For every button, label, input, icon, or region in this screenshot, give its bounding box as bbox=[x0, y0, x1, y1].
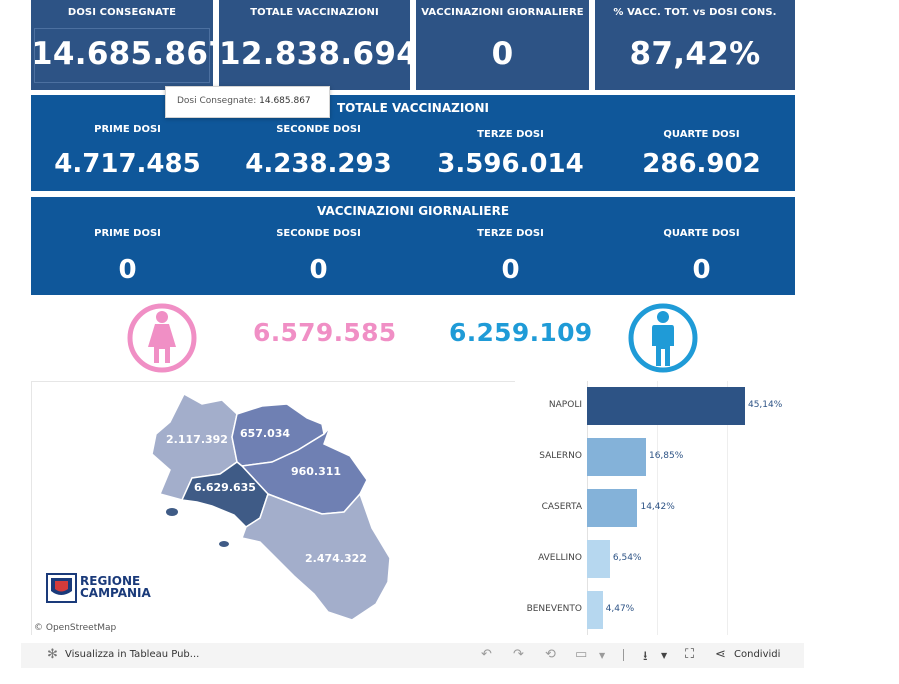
col-label: SECONDE DOSI bbox=[276, 124, 361, 135]
giornaliere-seconde-dosi[interactable]: SECONDE DOSI 0 bbox=[223, 228, 414, 285]
tableau-logo-icon: ✻ bbox=[47, 647, 58, 662]
col-label: QUARTE DOSI bbox=[663, 129, 740, 140]
map-region-salerno[interactable] bbox=[241, 492, 391, 621]
map-label-napoli: 6.629.635 bbox=[194, 481, 256, 494]
giornaliere-terze-dosi[interactable]: TERZE DOSI 0 bbox=[415, 228, 606, 285]
kpi-value: 14.685.867 bbox=[31, 36, 231, 72]
bar-label-benevento: BENEVENTO bbox=[526, 604, 582, 614]
toolbar-divider bbox=[623, 649, 624, 661]
osm-attribution[interactable]: © OpenStreetMap bbox=[34, 623, 117, 633]
chart-gridline bbox=[727, 381, 728, 635]
giornaliere-prime-dosi[interactable]: PRIME DOSI 0 bbox=[32, 228, 223, 285]
kpi-label: TOTALE VACCINAZIONI bbox=[250, 7, 379, 18]
chevron-down-icon[interactable]: ▼ bbox=[599, 651, 606, 660]
kpi-dosi-consegnate[interactable]: DOSI CONSEGNATE 14.685.867 bbox=[31, 0, 231, 90]
chart-gridline bbox=[657, 381, 658, 635]
campania-map: 2.117.392 657.034 960.311 6.629.635 2.47… bbox=[31, 381, 515, 635]
chevron-down-icon[interactable]: ▼ bbox=[661, 651, 668, 660]
kpi-label: DOSI CONSEGNATE bbox=[67, 7, 177, 18]
refresh-icon[interactable]: ▭ bbox=[575, 647, 588, 662]
bar-value-napoli: 45,14% bbox=[747, 400, 783, 410]
col-value: 0 bbox=[692, 255, 711, 285]
bar-label-caserta: CASERTA bbox=[541, 502, 582, 512]
col-value: 0 bbox=[501, 255, 520, 285]
col-value: 4.238.293 bbox=[245, 149, 392, 179]
panel-title: VACCINAZIONI GIORNALIERE bbox=[316, 204, 510, 218]
col-value: 0 bbox=[118, 255, 137, 285]
bar-salerno[interactable] bbox=[587, 438, 646, 476]
male-person-icon bbox=[628, 303, 698, 373]
undo-icon[interactable]: ↶ bbox=[481, 647, 492, 662]
bar-value-benevento: 4,47% bbox=[605, 604, 635, 614]
kpi-value: 0 bbox=[491, 36, 514, 72]
fullscreen-icon[interactable]: ⛶ bbox=[685, 647, 695, 662]
panel-title: TOTALE VACCINAZIONI bbox=[337, 101, 489, 115]
download-icon[interactable]: ⭳ bbox=[643, 649, 648, 664]
col-label: SECONDE DOSI bbox=[276, 228, 361, 239]
bar-value-avellino: 6,54% bbox=[612, 553, 642, 563]
female-person-icon bbox=[127, 303, 197, 373]
bar-napoli[interactable] bbox=[587, 387, 745, 425]
tooltip-dosi-consegnate: Dosi Consegnate: 14.685.867 bbox=[165, 86, 330, 118]
map-label-salerno: 2.474.322 bbox=[305, 552, 367, 565]
logo-text-regione: REGIONE bbox=[80, 574, 141, 588]
totale-prime-dosi[interactable]: PRIME DOSI 4.717.485 bbox=[32, 124, 223, 179]
totale-seconde-dosi[interactable]: SECONDE DOSI 4.238.293 bbox=[223, 124, 414, 179]
totale-terze-dosi[interactable]: TERZE DOSI 3.596.014 bbox=[415, 129, 606, 179]
col-value: 286.902 bbox=[642, 149, 761, 179]
map-island-capri bbox=[219, 541, 229, 547]
bar-caserta[interactable] bbox=[587, 489, 638, 527]
col-label: PRIME DOSI bbox=[94, 124, 161, 135]
map-label-benevento: 657.034 bbox=[240, 427, 290, 440]
share-button[interactable]: Condividi bbox=[734, 649, 781, 660]
view-in-tableau-link[interactable]: Visualizza in Tableau Pub... bbox=[65, 649, 200, 660]
bar-label-napoli: NAPOLI bbox=[548, 400, 582, 410]
bar-avellino[interactable] bbox=[587, 540, 610, 578]
bar-value-salerno: 16,85% bbox=[648, 451, 684, 461]
redo-icon[interactable]: ↷ bbox=[513, 647, 524, 662]
male-total: 6.259.109 bbox=[449, 318, 593, 347]
col-label: PRIME DOSI bbox=[94, 228, 161, 239]
col-label: TERZE DOSI bbox=[477, 228, 544, 239]
bar-benevento[interactable] bbox=[587, 591, 603, 629]
map-island-ischia bbox=[166, 508, 178, 516]
tableau-toolbar: ✻ Visualizza in Tableau Pub... ↶ ↷ ⟲ ▭ ▼… bbox=[21, 643, 804, 668]
col-label: TERZE DOSI bbox=[477, 129, 544, 140]
map-svg: 2.117.392 657.034 960.311 6.629.635 2.47… bbox=[151, 392, 391, 621]
tooltip-label: Dosi Consegnate: bbox=[177, 96, 257, 106]
col-label: QUARTE DOSI bbox=[663, 228, 740, 239]
totale-vaccinazioni-panel: TOTALE VACCINAZIONI PRIME DOSI 4.717.485… bbox=[31, 95, 795, 191]
kpi-percentuale[interactable]: % VACC. TOT. vs DOSI CONS. 87,42% bbox=[595, 0, 795, 90]
kpi-highlight bbox=[34, 28, 210, 83]
kpi-value: 87,42% bbox=[629, 36, 761, 72]
logo-text-campania: CAMPANIA bbox=[80, 586, 151, 600]
tooltip-value: 14.685.867 bbox=[259, 96, 311, 106]
bar-label-salerno: SALERNO bbox=[539, 451, 582, 461]
map-label-caserta: 2.117.392 bbox=[166, 433, 228, 446]
kpi-value: 12.838.694 bbox=[219, 36, 419, 72]
regione-campania-logo bbox=[46, 573, 77, 603]
col-value: 0 bbox=[309, 255, 328, 285]
kpi-totale-vaccinazioni[interactable]: TOTALE VACCINAZIONI 12.838.694 bbox=[219, 0, 419, 90]
female-total: 6.579.585 bbox=[253, 318, 397, 347]
kpi-vaccinazioni-giornaliere[interactable]: VACCINAZIONI GIORNALIERE 0 bbox=[416, 0, 589, 90]
col-value: 4.717.485 bbox=[54, 149, 201, 179]
giornaliere-quarte-dosi[interactable]: QUARTE DOSI 0 bbox=[606, 228, 797, 285]
totale-quarte-dosi[interactable]: QUARTE DOSI 286.902 bbox=[606, 129, 797, 179]
bar-value-caserta: 14,42% bbox=[640, 502, 675, 512]
kpi-label: VACCINAZIONI GIORNALIERE bbox=[421, 7, 584, 18]
bar-label-avellino: AVELLINO bbox=[538, 553, 582, 563]
revert-icon[interactable]: ⟲ bbox=[545, 647, 556, 662]
province-bar-chart: NAPOLI 45,14% SALERNO 16,85% CASERTA 14,42% AV… bbox=[516, 381, 796, 635]
vaccinazioni-giornaliere-panel: VACCINAZIONI GIORNALIERE PRIME DOSI 0 SE… bbox=[31, 197, 795, 295]
col-value: 3.596.014 bbox=[437, 149, 584, 179]
share-icon[interactable]: ⋖ bbox=[715, 647, 726, 662]
kpi-label: % VACC. TOT. vs DOSI CONS. bbox=[613, 7, 777, 18]
map-label-avellino: 960.311 bbox=[291, 465, 341, 478]
